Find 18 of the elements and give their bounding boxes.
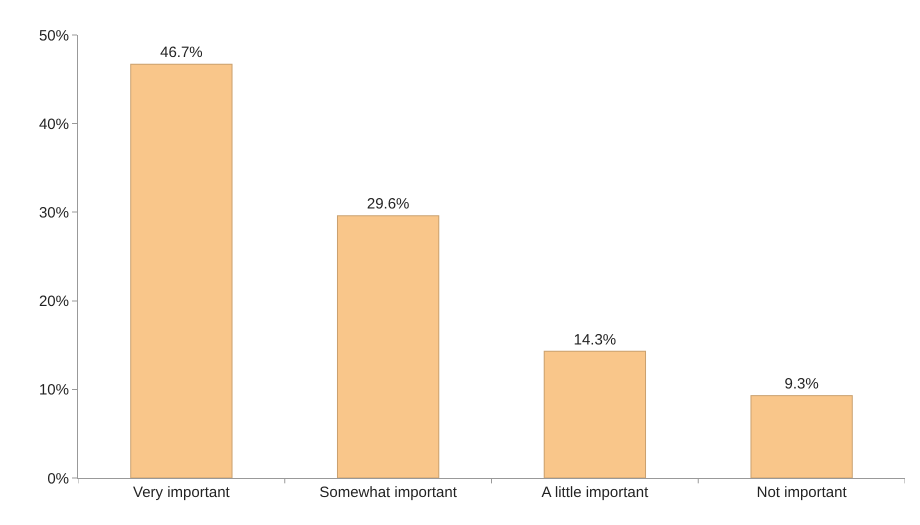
bar bbox=[544, 350, 646, 478]
y-tick-label: 20% bbox=[38, 293, 69, 310]
x-tick-label: Somewhat important bbox=[319, 484, 458, 501]
x-tick-label: Very important bbox=[133, 484, 231, 501]
data-label: 46.7% bbox=[160, 44, 203, 62]
x-tick-label: Not important bbox=[756, 484, 848, 501]
bar bbox=[750, 395, 853, 478]
bar bbox=[130, 64, 233, 478]
y-tick-label: 30% bbox=[38, 204, 69, 222]
bar bbox=[336, 215, 440, 478]
y-tick-label: 10% bbox=[38, 382, 69, 399]
data-label: 29.6% bbox=[366, 196, 410, 213]
data-label: 9.3% bbox=[784, 376, 819, 393]
y-tick-label: 40% bbox=[38, 116, 69, 133]
y-tick-label: 0% bbox=[47, 470, 69, 488]
x-tick-label: A little important bbox=[542, 484, 650, 501]
y-tick-label: 50% bbox=[38, 27, 69, 44]
data-label: 14.3% bbox=[574, 331, 616, 348]
